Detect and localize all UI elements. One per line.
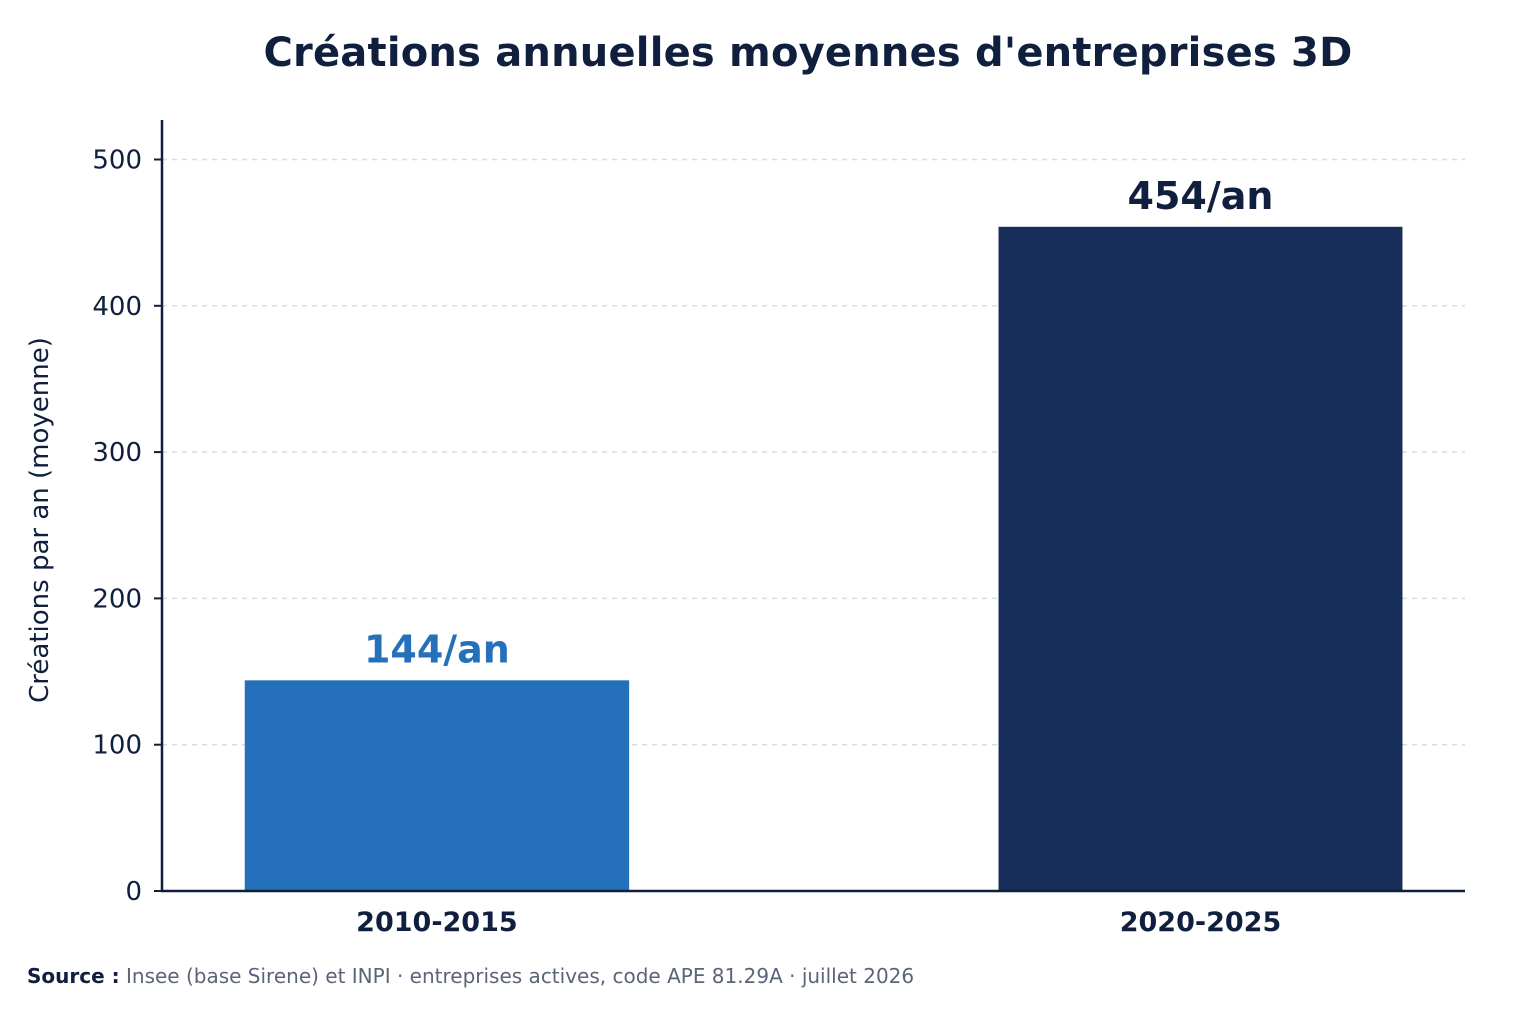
y-tick-label: 300 bbox=[92, 438, 142, 468]
source-note: Source : Insee (base Sirene) et INPI · e… bbox=[27, 964, 914, 988]
y-tick-label: 500 bbox=[92, 146, 142, 176]
x-tick-label: 2020-2025 bbox=[1120, 907, 1282, 938]
data-label: 144/an bbox=[364, 627, 510, 671]
bars bbox=[244, 226, 1403, 892]
source-label: Source : bbox=[27, 964, 120, 988]
y-tick-label: 200 bbox=[92, 584, 142, 614]
y-tick-label: 100 bbox=[92, 731, 142, 761]
data-label: 454/an bbox=[1128, 174, 1274, 218]
gridlines bbox=[162, 158, 1465, 746]
bar-2010-2015 bbox=[244, 680, 630, 891]
bar-2020-2025 bbox=[998, 226, 1403, 892]
source-text: Insee (base Sirene) et INPI · entreprise… bbox=[126, 964, 915, 988]
y-tick-label: 400 bbox=[92, 292, 142, 322]
y-tick-label: 0 bbox=[125, 877, 142, 907]
axes: 0 100 200 300 400 500 bbox=[92, 120, 1465, 907]
x-tick-label: 2010-2015 bbox=[356, 907, 518, 938]
chart-title: Créations annuelles moyennes d'entrepris… bbox=[263, 30, 1353, 76]
labels: 144/an 2010-2015 454/an 2020-2025 bbox=[356, 174, 1281, 938]
